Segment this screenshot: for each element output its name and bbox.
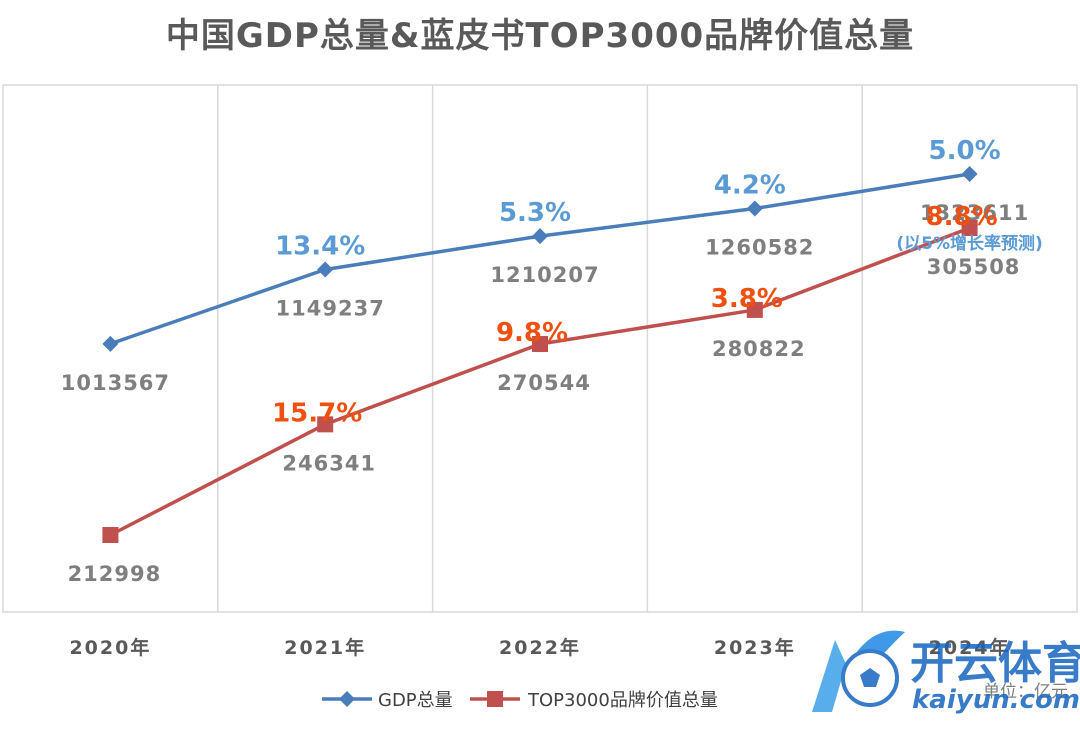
gdp-growth-label: 5.0% — [929, 136, 1001, 166]
legend-top3000-swatch-marker — [487, 691, 503, 707]
plot-grid — [2, 84, 1078, 613]
gdp-point-marker — [317, 261, 334, 278]
top3000-value-label: 280822 — [712, 337, 806, 361]
top3000-growth-label: 8.8% — [926, 202, 998, 232]
data-labels: 1013567 1149237 13.4% 1210207 5.3% 1260582 4.2… — [61, 136, 1043, 586]
gdp-point-marker — [532, 228, 548, 245]
gdp-point-marker — [746, 200, 763, 217]
logo-ball-patch — [860, 668, 880, 687]
gdp-growth-label: 4.2% — [714, 171, 786, 201]
top3000-point-marker — [102, 527, 119, 543]
logo-text: 开云体育 — [910, 638, 1080, 689]
series-lines — [102, 165, 978, 543]
top3000-point-marker — [532, 336, 548, 353]
gdp-value-label: 1323611 — [920, 201, 1029, 225]
top3000-growth-label: 3.8% — [711, 284, 783, 314]
x-tick-label: 2024年 — [929, 636, 1011, 659]
x-tick-label: 2020年 — [69, 636, 151, 659]
projection-note: (以5%增长率预测) — [896, 233, 1042, 254]
plot-frame — [2, 84, 1078, 613]
top3000-growth-label: 9.8% — [496, 318, 568, 348]
logo-domain: kaiyun.com — [912, 685, 1080, 715]
gdp-growth-label: 13.4% — [275, 232, 365, 262]
gdp-value-label: 1260582 — [705, 236, 814, 260]
top3000-value-label: 212998 — [68, 562, 162, 586]
x-tick-label: 2023年 — [714, 636, 796, 659]
gdp-value-label: 1210207 — [490, 263, 599, 287]
logo-k-stem — [812, 640, 846, 712]
chart-title: 中国GDP总量&蓝皮书TOP3000品牌价值总量 — [165, 16, 915, 56]
top3000-point-marker — [961, 220, 978, 236]
gdp-growth-label: 5.3% — [499, 198, 571, 228]
top3000-value-label: 246341 — [282, 451, 376, 475]
top3000-value-label: 270544 — [497, 371, 591, 395]
top3000-point-marker — [317, 416, 334, 433]
legend-gdp-swatch-marker — [339, 691, 355, 707]
x-tick-label: 2022年 — [499, 636, 581, 659]
x-axis-ticks: 2020年 2021年 2022年 2023年 2024年 — [69, 636, 1011, 659]
gdp-value-label: 1013567 — [61, 371, 170, 395]
legend: GDP总量 TOP3000品牌价值总量 单位：亿元 — [322, 682, 1068, 711]
legend-gdp-label: GDP总量 — [378, 690, 453, 711]
x-tick-label: 2021年 — [284, 636, 366, 659]
unit-label: 单位：亿元 — [983, 682, 1068, 702]
gdp-point-marker — [102, 335, 119, 352]
top3000-point-marker — [746, 301, 763, 318]
gdp-value-label: 1149237 — [276, 297, 385, 321]
gdp-point-marker — [961, 165, 978, 182]
top3000-growth-label: 15.7% — [272, 398, 362, 428]
legend-top3000-label: TOP3000品牌价值总量 — [527, 690, 718, 711]
top3000-value-label: 305508 — [927, 255, 1021, 279]
